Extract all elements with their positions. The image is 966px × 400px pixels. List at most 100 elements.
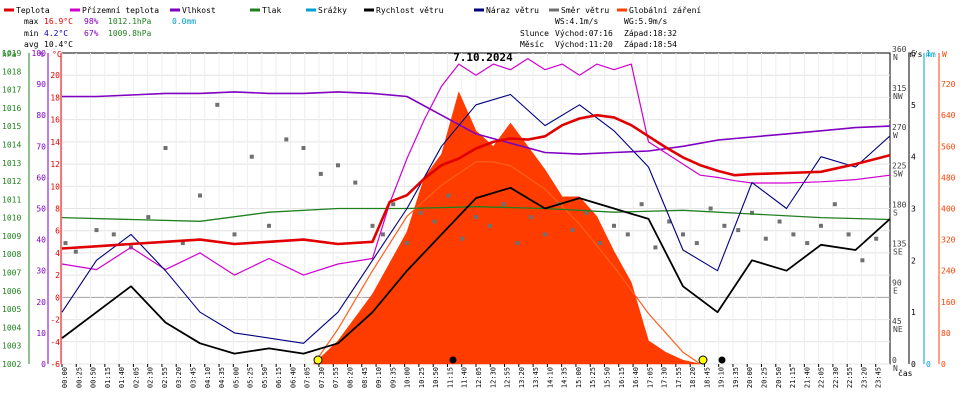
x-tick-label: 18:20 <box>689 367 697 388</box>
hpa-tick-label: 1019 <box>2 49 21 58</box>
wind-direction-point <box>353 180 358 185</box>
wind-dir-letter: N <box>893 53 898 62</box>
hpa-tick-label: 1014 <box>2 140 21 149</box>
x-tick-label: 03:45 <box>190 367 198 388</box>
wind-dir-tick-label: 90 <box>892 278 902 287</box>
wm2-tick-label: 720 <box>941 80 956 89</box>
x-tick-label: 06:15 <box>275 367 283 388</box>
x-tick-label: 01:40 <box>118 367 126 388</box>
wind-dir-tick-label: 135 <box>892 239 907 248</box>
wind-direction-point <box>180 241 185 246</box>
x-tick-label: 10:00 <box>404 367 412 388</box>
x-tick-label: 13:45 <box>532 367 540 388</box>
hpa-tick-label: 1011 <box>2 195 21 204</box>
wind-direction-point <box>750 210 754 215</box>
wind-direction-point <box>625 232 630 237</box>
wm2-tick-label: 80 <box>941 329 951 338</box>
x-tick-label: 07:05 <box>304 367 312 388</box>
x-tick-label: 21:40 <box>803 367 811 388</box>
wind-direction-point <box>763 236 768 241</box>
x-tick-label: 21:15 <box>789 367 797 388</box>
percent-tick-label: 80 <box>36 111 46 120</box>
celsius-tick-label: 18 <box>50 93 60 102</box>
stat-avg-label: avg <box>24 40 39 49</box>
wind-direction-point <box>267 223 271 228</box>
wind-dir-tick-label: 270 <box>892 123 907 132</box>
series-lines <box>61 57 891 355</box>
wm2-tick-label: 560 <box>941 142 956 151</box>
wind-direction-point <box>681 232 685 237</box>
hpa-tick-label: 1002 <box>2 360 21 369</box>
legend-label: Rychlost větru <box>376 6 444 15</box>
celsius-tick-label: 2 <box>55 271 60 280</box>
x-tick-label: 00:00 <box>61 367 69 388</box>
info-moon-set: Západ:18:54 <box>624 40 677 49</box>
sunset-marker <box>698 355 708 365</box>
wind-direction-point <box>722 223 727 228</box>
x-tick-label: 15:00 <box>575 367 583 388</box>
wind-direction-point <box>370 223 375 228</box>
hpa-axis-unit: hPa <box>2 50 17 59</box>
stat-avg-temp: 10.4°C <box>44 40 73 49</box>
celsius-tick-label: -6 <box>50 360 60 369</box>
wind-direction-point <box>391 202 396 207</box>
wm2-tick-label: 240 <box>941 267 956 276</box>
wind-direction-point <box>249 154 254 159</box>
x-tick-label: 22:05 <box>818 367 826 388</box>
wind-direction-points <box>63 102 879 263</box>
wind-direction-point <box>73 249 78 254</box>
celsius-tick-label: 0 <box>55 293 60 302</box>
x-axis: 00:00 00:25 00:50 01:15 01:40 02:05 02:30 02:55… <box>61 364 883 388</box>
wind-direction-point <box>694 241 699 246</box>
wind-direction-point <box>446 193 451 198</box>
wind-direction-point <box>612 223 616 228</box>
legend-label: Přízemní teplota <box>82 6 159 15</box>
wind-direction-point <box>777 219 782 224</box>
wind-direction-point <box>284 137 289 142</box>
x-tick-label: 04:10 <box>204 367 212 388</box>
hpa-tick-label: 1006 <box>2 287 21 296</box>
info-wg: WG:5.9m/s <box>624 17 668 26</box>
info-moon-label: Měsíc <box>520 40 544 49</box>
wind-direction-point <box>791 232 796 237</box>
legend-label: Teplota <box>16 6 50 15</box>
wind-dir-tick-label: 45 <box>892 317 902 326</box>
x-tick-label: 12:05 <box>475 367 483 388</box>
wm2-tick-label: 0 <box>941 360 946 369</box>
wm2-tick-label: 320 <box>941 236 956 245</box>
x-tick-label: 20:25 <box>761 367 769 388</box>
sun-moon-markers <box>313 355 726 365</box>
wind-direction-point <box>736 228 741 233</box>
x-tick-label: 18:45 <box>703 367 711 388</box>
x-tick-label: 15:25 <box>589 367 597 388</box>
wm2-tick-label: 480 <box>941 173 956 182</box>
x-tick-label: 05:50 <box>261 367 269 388</box>
percent-tick-label: 0 <box>41 360 46 369</box>
x-tick-label: 20:50 <box>775 367 783 388</box>
x-tick-label: 00:25 <box>75 367 83 388</box>
wind-direction-point <box>819 223 823 228</box>
clear-sky-line <box>313 161 701 365</box>
wind-direction-point <box>336 163 340 168</box>
legend-label: Vlhkost <box>182 6 216 15</box>
stat-max-rain: 0.0mm <box>172 17 196 26</box>
info-sun-label: Slunce <box>520 29 549 38</box>
wind-direction-point <box>805 241 810 246</box>
wind-dir-letter: SW <box>893 170 903 179</box>
temperature-line <box>61 113 891 250</box>
wind-gust-line <box>61 93 891 344</box>
wind-dir-letter: SE <box>893 247 903 256</box>
percent-tick-label: 10 <box>36 329 46 338</box>
ms-axis-unit: m/s <box>908 50 923 59</box>
celsius-tick-label: -2 <box>50 316 60 325</box>
legend-label: Náraz větru <box>486 6 539 15</box>
x-tick-label: 00:50 <box>90 367 98 388</box>
x-tick-label: 03:20 <box>175 367 183 388</box>
wind-direction-point <box>380 232 385 237</box>
ms-tick-label: 5 <box>911 101 916 110</box>
wind-dir-tick-label: 315 <box>892 84 907 93</box>
wind-dir-tick-label: 225 <box>892 162 907 171</box>
wind-direction-point <box>405 241 409 246</box>
celsius-tick-label: -4 <box>50 338 60 347</box>
wind-dir-letter: NE <box>893 325 903 334</box>
